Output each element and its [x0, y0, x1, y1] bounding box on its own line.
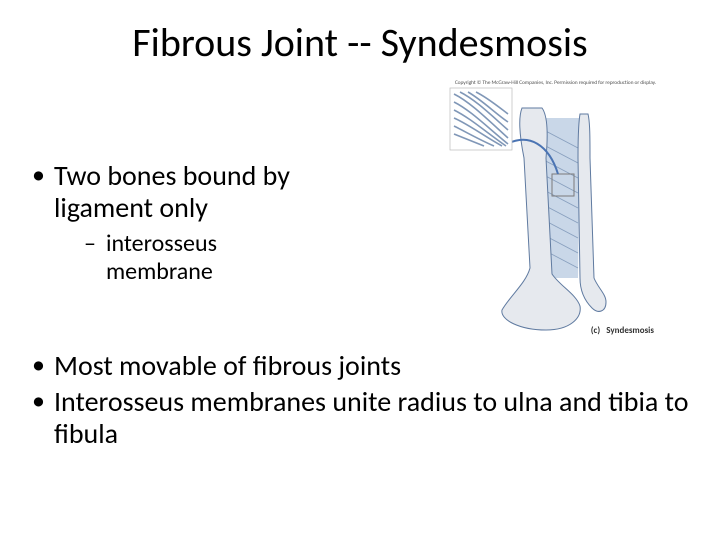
inset-zoom [450, 88, 512, 150]
bullet-text: Interosseus membranes unite radius to ul… [54, 384, 689, 451]
slide: Fibrous Joint -- Syndesmosis Copyright ©… [0, 0, 720, 540]
page-title: Fibrous Joint -- Syndesmosis [0, 18, 720, 67]
sub-bullet-text: interosseus membrane [106, 229, 217, 286]
bullet-text: Most movable of fibrous joints [54, 348, 401, 383]
body-text: Two bones bound by ligament only interos… [28, 160, 692, 454]
bullet-item: Interosseus membranes unite radius to ul… [28, 386, 692, 450]
sub-bullet-item: interosseus membrane [54, 230, 328, 285]
figure-copyright: Copyright © The McGraw-Hill Companies, I… [455, 80, 656, 86]
bullet-item: Most movable of fibrous joints [28, 350, 692, 382]
sub-bullet-list: interosseus membrane [54, 230, 328, 285]
bullet-list-top: Two bones bound by ligament only interos… [28, 160, 328, 286]
bullet-list-bottom: Most movable of fibrous joints Interosse… [28, 350, 692, 451]
bullet-item: Two bones bound by ligament only interos… [28, 160, 328, 286]
bullet-text: Two bones bound by ligament only [54, 158, 290, 225]
